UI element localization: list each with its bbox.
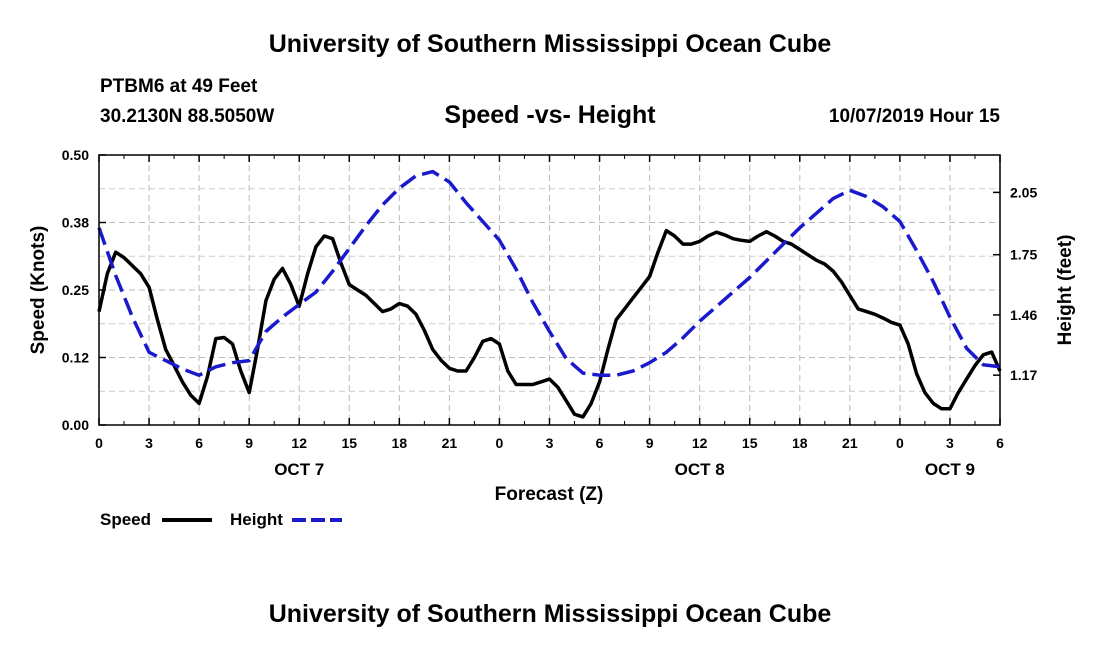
forecast-datetime: 10/07/2019 Hour 15 bbox=[828, 106, 1000, 127]
x-tick-label: 0 bbox=[95, 435, 103, 451]
y-axis-label-right: Height (feet) bbox=[1055, 235, 1076, 346]
x-axis-label: Forecast (Z) bbox=[495, 484, 604, 505]
x-tick-label: 3 bbox=[145, 435, 153, 451]
series-line-height bbox=[97, 169, 1001, 377]
x-tick-label: 6 bbox=[195, 435, 203, 451]
y-left-tick-label: 0.12 bbox=[62, 350, 89, 366]
day-label: OCT 9 bbox=[925, 460, 975, 479]
station-label: PTBM6 at 49 Feet bbox=[100, 76, 258, 97]
day-label: OCT 7 bbox=[274, 460, 324, 479]
y-right-tick-label: 1.75 bbox=[1010, 247, 1037, 263]
x-tick-label: 18 bbox=[792, 435, 808, 451]
series-line-speed bbox=[97, 228, 1002, 419]
x-tick-label: 0 bbox=[896, 435, 904, 451]
x-tick-label: 3 bbox=[546, 435, 554, 451]
chart-subtitle: Speed -vs- Height bbox=[444, 101, 656, 129]
y-left-tick-label: 0.50 bbox=[62, 147, 89, 163]
x-tick-label: 9 bbox=[245, 435, 253, 451]
x-tick-label: 9 bbox=[646, 435, 654, 451]
day-label: OCT 8 bbox=[675, 460, 725, 479]
x-tick-label: 21 bbox=[442, 435, 458, 451]
x-tick-label: 15 bbox=[341, 435, 357, 451]
legend-label-speed: Speed bbox=[100, 510, 151, 529]
x-tick-label: 3 bbox=[946, 435, 954, 451]
x-tick-label: 6 bbox=[996, 435, 1004, 451]
legend: Speed Height bbox=[100, 510, 342, 529]
y-left-tick-label: 0.25 bbox=[62, 282, 89, 298]
series-lines bbox=[97, 169, 1002, 419]
grid-lines bbox=[99, 155, 1000, 425]
x-tick-label: 12 bbox=[291, 435, 307, 451]
axes: 0 3 6 9 12 15 18 21 0 3 6 9 12 15 18 21 0 3 6 OCT 7 OCT 8 OCT… bbox=[62, 147, 1038, 479]
x-tick-label: 21 bbox=[842, 435, 858, 451]
x-tick-label: 18 bbox=[392, 435, 408, 451]
x-tick-label: 12 bbox=[692, 435, 708, 451]
y-right-tick-label: 2.05 bbox=[1010, 184, 1037, 200]
y-axis-label-left: Speed (Knots) bbox=[28, 226, 49, 355]
x-tick-label: 15 bbox=[742, 435, 758, 451]
y-right-tick-label: 1.46 bbox=[1010, 307, 1037, 323]
legend-label-height: Height bbox=[230, 510, 283, 529]
x-tick-label: 6 bbox=[596, 435, 604, 451]
y-left-tick-label: 0.38 bbox=[62, 215, 89, 231]
y-left-tick-label: 0.00 bbox=[62, 417, 89, 433]
x-tick-label: 0 bbox=[496, 435, 504, 451]
main-title: University of Southern Mississippi Ocean… bbox=[268, 30, 832, 58]
station-coordinates: 30.2130N 88.5050W bbox=[100, 106, 275, 127]
y-right-tick-label: 1.17 bbox=[1010, 367, 1037, 383]
footer-title: University of Southern Mississippi Ocean… bbox=[268, 600, 832, 628]
